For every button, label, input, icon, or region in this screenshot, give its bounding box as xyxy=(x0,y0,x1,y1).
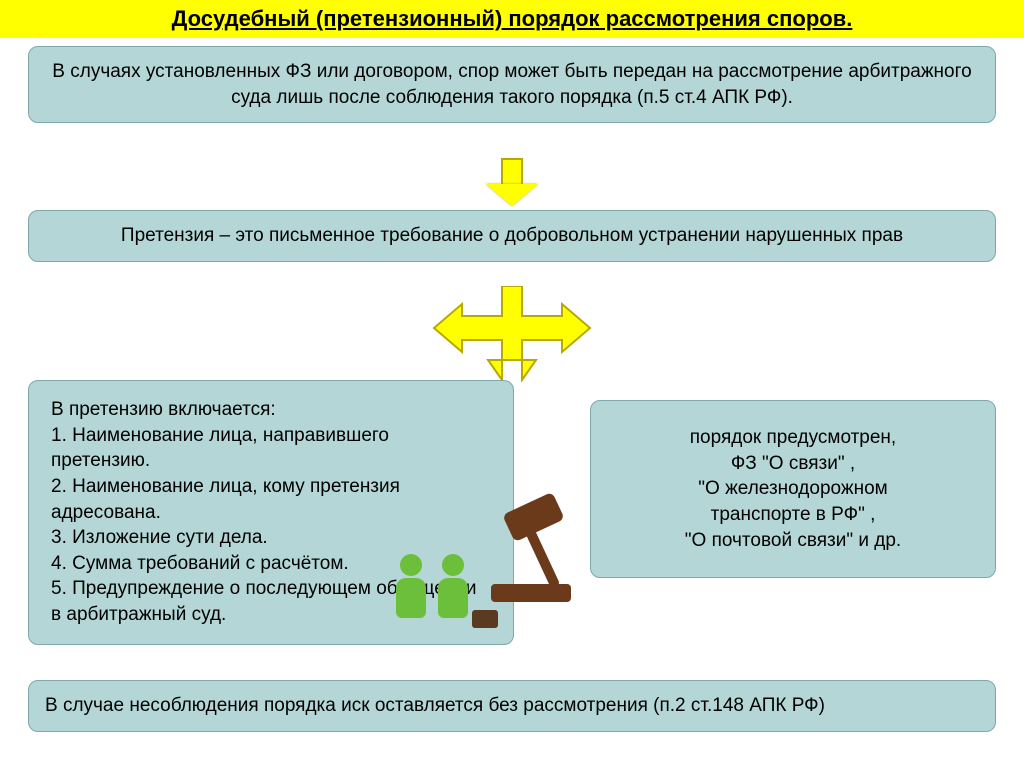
law-line: ФЗ "О связи" , xyxy=(611,451,975,477)
law-line: транспорте в РФ" , xyxy=(611,502,975,528)
law-line: "О почтовой связи" и др. xyxy=(611,528,975,554)
handshake-gavel-icon xyxy=(386,472,596,632)
definition-box: Претензия – это письменное требование о … xyxy=(28,210,996,262)
intro-box: В случаях установленных ФЗ или договором… xyxy=(28,46,996,123)
arrow-down-icon xyxy=(486,158,538,206)
law-line: "О железнодорожном xyxy=(611,476,975,502)
claim-contents-title: В претензию включается: xyxy=(51,397,491,423)
title-header: Досудебный (претензионный) порядок рассм… xyxy=(0,0,1024,38)
law-line: порядок предусмотрен, xyxy=(611,425,975,451)
consequence-box: В случае несоблюдения порядка иск оставл… xyxy=(28,680,996,732)
claim-item: 1. Наименование лица, направившего прете… xyxy=(51,423,491,474)
laws-box: порядок предусмотрен, ФЗ "О связи" , "О … xyxy=(590,400,996,578)
three-way-arrow-icon xyxy=(432,286,592,387)
